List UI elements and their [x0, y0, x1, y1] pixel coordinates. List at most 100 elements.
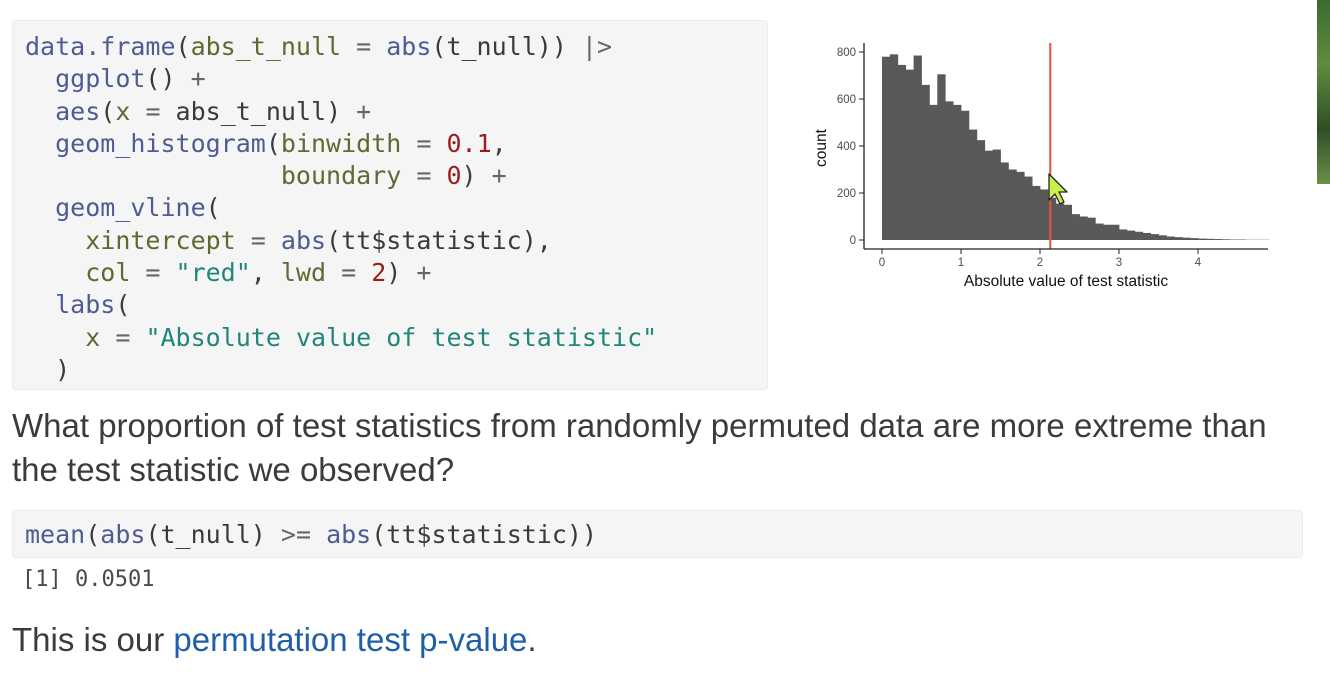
code-token	[311, 520, 326, 549]
code-block-plot: data.frame(abs_t_null = abs(t_null)) |> …	[12, 20, 768, 390]
histogram-bar	[1158, 235, 1167, 240]
code-token: labs	[55, 290, 116, 320]
code-token: xintercept	[85, 225, 236, 255]
code-token: abs	[280, 225, 327, 255]
histogram-bar	[1063, 204, 1072, 240]
code-token: =	[130, 96, 176, 126]
y-axis-ticks: 0 200 400 600 800	[837, 47, 864, 247]
code-token: =	[341, 32, 387, 61]
histogram-bar	[1079, 216, 1088, 240]
histogram-bar	[1071, 214, 1080, 240]
y-tick-label: 400	[837, 141, 856, 153]
histogram-bar	[992, 149, 1001, 240]
histogram-bar	[1166, 236, 1175, 240]
code-token: "Absolute value of test statistic"	[145, 322, 658, 352]
histogram-bar	[1016, 171, 1025, 240]
histogram-bar	[921, 84, 930, 241]
histogram-bar	[1032, 185, 1041, 240]
histogram-bar	[945, 101, 954, 240]
code-token: (	[175, 32, 191, 61]
histogram-bar	[1040, 189, 1049, 240]
code-token: )	[55, 354, 71, 384]
code-token: )	[386, 258, 417, 288]
console-output: [1] 0.0501	[22, 567, 155, 592]
closing-sentence: This is our permutation test p-value.	[12, 618, 537, 662]
code-token: >=	[280, 520, 312, 549]
code-token: geom_histogram	[55, 128, 266, 158]
histogram-bar	[953, 104, 962, 240]
histogram-bar	[929, 104, 938, 240]
histogram-bar	[1126, 230, 1136, 240]
code-token: =	[130, 258, 176, 288]
code-token: "red"	[175, 258, 251, 288]
x-tick-label: 1	[958, 257, 964, 269]
histogram-bar	[1205, 238, 1215, 240]
histogram-bar	[1182, 237, 1191, 240]
code-token: binwidth	[280, 128, 402, 158]
y-axis-label: count	[813, 128, 830, 167]
code-token: x	[85, 322, 101, 352]
y-tick-label: 0	[850, 235, 856, 247]
code-token: lwd	[280, 258, 327, 288]
code-token: (	[205, 193, 221, 223]
histogram-bar	[889, 54, 899, 240]
histogram-bar	[1119, 229, 1128, 240]
code-token: +	[491, 161, 507, 191]
histogram-bar	[961, 110, 970, 240]
background-photo-edge	[1317, 0, 1330, 184]
code-token: 2	[371, 258, 387, 288]
code-token: x	[115, 96, 131, 126]
code-token: ,	[250, 258, 281, 288]
code-token: (	[100, 96, 116, 126]
histogram-bar	[1174, 237, 1183, 240]
code-token: +	[356, 96, 372, 126]
code-token: abs	[100, 520, 146, 549]
code-token: abs_t_null	[190, 32, 342, 61]
histogram-bar	[1213, 239, 1223, 240]
code-token: data.frame	[25, 32, 176, 61]
code-token: |>	[581, 32, 613, 61]
code-token: mean	[25, 520, 86, 549]
code-token: (	[115, 290, 131, 320]
code-token: =	[100, 322, 146, 352]
code-text-plot: data.frame(abs_t_null = abs(t_null)) |> …	[25, 31, 755, 386]
code-token: col	[85, 258, 131, 288]
code-token: abs	[326, 520, 372, 549]
histogram-bar	[1150, 234, 1159, 240]
code-token: (tt$statistic),	[326, 225, 552, 255]
histogram-bar	[897, 64, 907, 240]
y-tick-label: 800	[837, 47, 856, 59]
x-tick-label: 4	[1195, 257, 1202, 269]
mouse-cursor-icon	[1048, 173, 1068, 205]
code-token: (t_null))	[431, 32, 582, 61]
closing-text-after: .	[527, 621, 537, 658]
code-token: +	[416, 258, 432, 288]
x-axis-ticks: 0 1 2 3 4	[879, 249, 1202, 269]
code-token: aes	[55, 96, 101, 126]
histogram-bar	[1103, 224, 1112, 240]
x-tick-label: 0	[879, 257, 885, 269]
permutation-p-value-link[interactable]: permutation test p-value	[173, 621, 528, 658]
code-token: 0.1	[446, 128, 492, 158]
histogram-bar	[905, 69, 914, 240]
code-token: (	[85, 520, 101, 549]
y-tick-label: 600	[837, 94, 856, 106]
x-axis-label: Absolute value of test statistic	[964, 273, 1168, 290]
code-token: boundary	[280, 161, 402, 191]
code-token: (tt$statistic))	[371, 520, 598, 549]
x-tick-label: 2	[1037, 257, 1043, 269]
histogram-bar	[1024, 176, 1033, 240]
code-token: +	[190, 64, 206, 94]
histogram-bars	[882, 54, 1270, 241]
code-token: )	[461, 161, 492, 191]
histogram-bar	[882, 56, 891, 241]
histogram-bar	[1055, 203, 1065, 240]
code-token: )	[326, 96, 357, 126]
histogram-bar	[1047, 197, 1057, 240]
code-block-mean: mean(abs(t_null) >= abs(tt$statistic))	[12, 510, 1303, 558]
histogram-bar	[1142, 232, 1151, 240]
code-token: =	[401, 161, 447, 191]
code-token: ,	[491, 128, 507, 158]
code-text-mean: mean(abs(t_null) >= abs(tt$statistic))	[25, 519, 1290, 551]
code-token: abs	[386, 32, 432, 61]
